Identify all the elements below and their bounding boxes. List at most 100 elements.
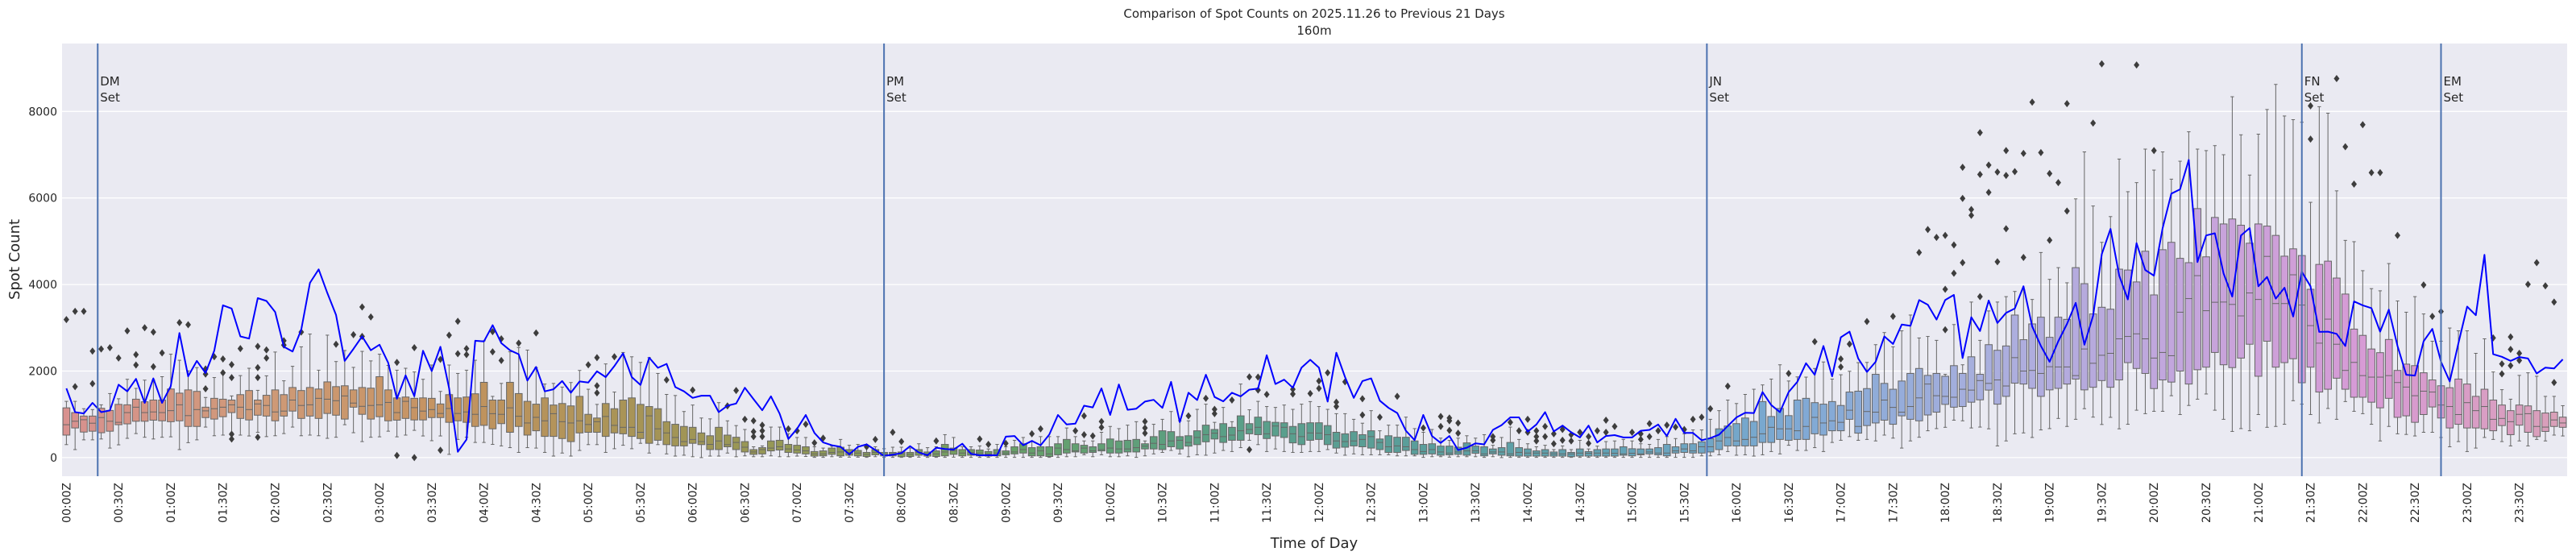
box-200 xyxy=(1802,376,1811,451)
box-215 xyxy=(1932,339,1941,429)
outlier-point xyxy=(2047,236,2053,244)
box-170 xyxy=(1541,445,1549,458)
box-iqr xyxy=(1019,443,1027,454)
box-iqr xyxy=(1671,446,1680,454)
outlier-point xyxy=(977,435,983,443)
box-iqr xyxy=(2080,283,2089,391)
outlier-point xyxy=(1629,428,1636,436)
outlier-point xyxy=(2499,370,2505,378)
box-119 xyxy=(1097,431,1105,455)
box-iqr xyxy=(1706,438,1715,453)
outlier-point xyxy=(150,328,156,336)
outlier-point xyxy=(1507,418,1513,426)
outlier-point xyxy=(255,433,261,442)
box-iqr xyxy=(497,399,505,425)
box-iqr xyxy=(1898,380,1906,417)
box-180 xyxy=(1628,440,1636,458)
outlier-point xyxy=(2038,148,2044,156)
outlier-point xyxy=(2368,168,2375,176)
box-148 xyxy=(1350,418,1358,454)
outlier-point xyxy=(1925,226,1931,234)
box-139 xyxy=(1271,407,1280,450)
outlier-point xyxy=(63,316,69,324)
outlier-point xyxy=(1933,234,1939,242)
box-177 xyxy=(1602,441,1610,458)
outlier-point xyxy=(1985,189,1992,197)
box-131 xyxy=(1201,404,1210,456)
box-iqr xyxy=(175,392,184,421)
outlier-point xyxy=(1072,427,1079,435)
box-203 xyxy=(1827,378,1836,443)
box-iqr xyxy=(2054,317,2063,389)
outlier-point xyxy=(1325,369,1331,377)
outlier-point xyxy=(1977,170,1983,178)
marker-label: FN xyxy=(2304,74,2321,89)
box-20 xyxy=(236,375,245,436)
box-53 xyxy=(523,349,532,449)
box-221 xyxy=(1985,310,1993,429)
box-101 xyxy=(940,433,949,458)
marker-label: PM xyxy=(886,74,904,89)
box-205 xyxy=(1845,371,1854,438)
box-iqr xyxy=(297,390,305,419)
box-154 xyxy=(1402,417,1410,457)
box-iqr xyxy=(619,399,628,434)
marker-label: DM xyxy=(100,74,120,89)
box-iqr xyxy=(288,387,297,412)
box-iqr xyxy=(1167,431,1176,447)
box-iqr xyxy=(1741,417,1749,446)
box-69 xyxy=(662,394,671,454)
outlier-point xyxy=(255,374,261,382)
box-16 xyxy=(201,396,209,428)
box-iqr xyxy=(1906,372,1914,420)
box-51 xyxy=(506,351,514,449)
box-206 xyxy=(1854,362,1863,441)
box-iqr xyxy=(341,385,349,420)
box-11 xyxy=(158,375,166,438)
outlier-point xyxy=(220,369,226,377)
outlier-point xyxy=(263,346,270,354)
box-iqr xyxy=(1558,449,1566,457)
box-137 xyxy=(1254,400,1263,446)
box-124 xyxy=(1141,440,1149,457)
outlier-point xyxy=(438,446,444,454)
box-209 xyxy=(1880,332,1889,436)
box-iqr xyxy=(2324,260,2332,390)
outlier-point xyxy=(1359,395,1366,403)
box-26 xyxy=(288,366,297,428)
x-tick-label: 00:30Z xyxy=(113,483,126,523)
outlier-point xyxy=(1724,382,1731,390)
box-114 xyxy=(1054,436,1062,458)
x-tick-label: 12:30Z xyxy=(1366,483,1379,523)
outlier-point xyxy=(72,307,78,315)
outlier-point xyxy=(2508,346,2514,354)
outlier-point xyxy=(2020,149,2026,157)
outlier-point xyxy=(2098,60,2105,68)
box-268 xyxy=(2393,301,2402,434)
box-123 xyxy=(1132,421,1141,458)
outlier-point xyxy=(898,438,905,446)
outlier-point xyxy=(1185,412,1192,420)
box-iqr xyxy=(1158,430,1167,450)
box-iqr xyxy=(193,391,201,427)
box-252 xyxy=(2254,134,2263,415)
box-iqr xyxy=(688,426,697,444)
box-222 xyxy=(1993,301,2001,446)
box-iqr xyxy=(2333,277,2341,379)
box-iqr xyxy=(1584,450,1593,457)
box-239 xyxy=(2141,148,2150,414)
box-265 xyxy=(2367,288,2375,425)
outlier-point xyxy=(1550,429,1557,438)
box-133 xyxy=(1219,407,1227,451)
box-228 xyxy=(2045,279,2054,429)
box-iqr xyxy=(454,397,462,421)
box-82 xyxy=(775,426,784,458)
x-tick-label: 06:00Z xyxy=(687,483,700,523)
box-iqr xyxy=(1384,435,1393,453)
box-58 xyxy=(566,382,575,457)
x-tick-label: 23:00Z xyxy=(2462,483,2474,523)
outlier-point xyxy=(1864,317,1870,326)
outlier-point xyxy=(454,317,461,326)
x-tick-label: 18:00Z xyxy=(1939,483,1952,523)
